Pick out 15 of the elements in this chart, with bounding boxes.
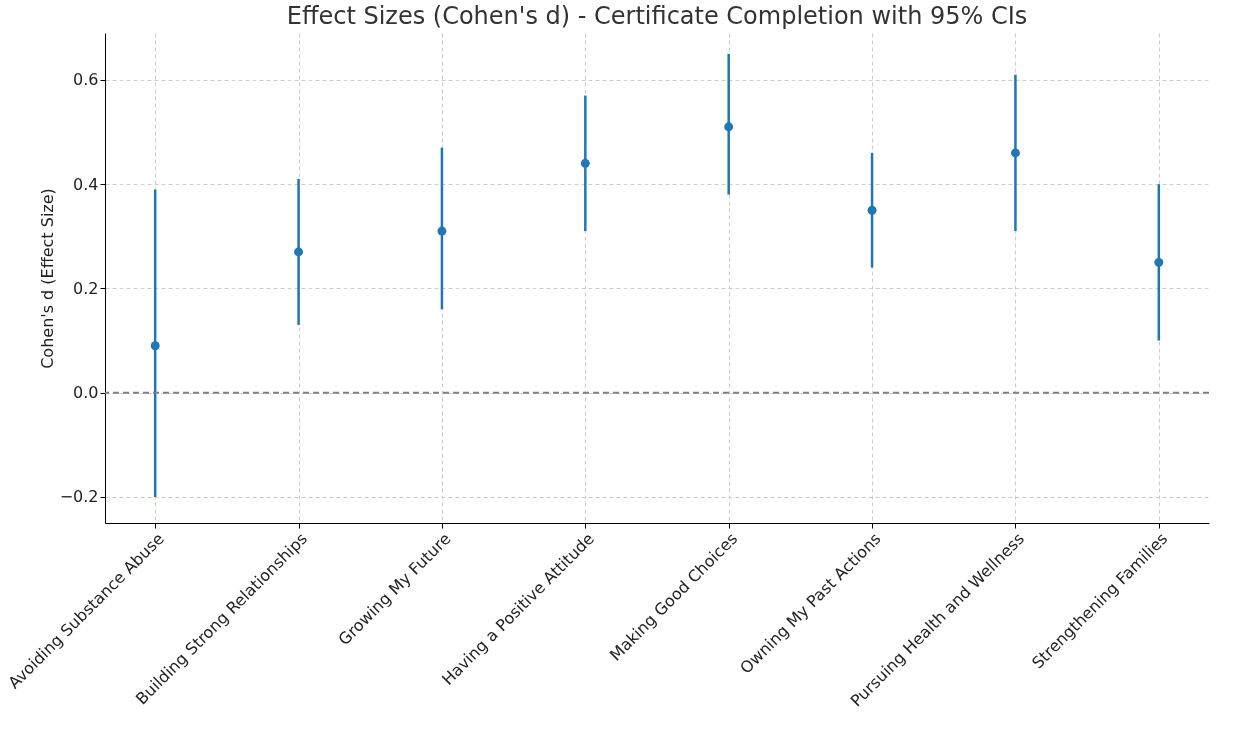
y-tick-label: 0.2: [73, 278, 99, 298]
y-tick-label: −0.2: [59, 487, 99, 507]
y-tick-label: 0.6: [73, 70, 99, 90]
chart-title: Effect Sizes (Cohen's d) - Certificate Completion with 95% CIs: [286, 2, 1028, 30]
y-tick-label: 0.0: [73, 383, 99, 403]
point: [867, 205, 877, 215]
point: [150, 341, 160, 351]
point: [724, 122, 734, 132]
y-axis-title: Cohen's d (Effect Size): [37, 188, 57, 369]
point: [1010, 148, 1020, 158]
point: [580, 158, 590, 168]
point: [1154, 257, 1164, 267]
point: [437, 226, 447, 236]
y-tick-label: 0.4: [73, 174, 99, 194]
point: [294, 247, 304, 257]
